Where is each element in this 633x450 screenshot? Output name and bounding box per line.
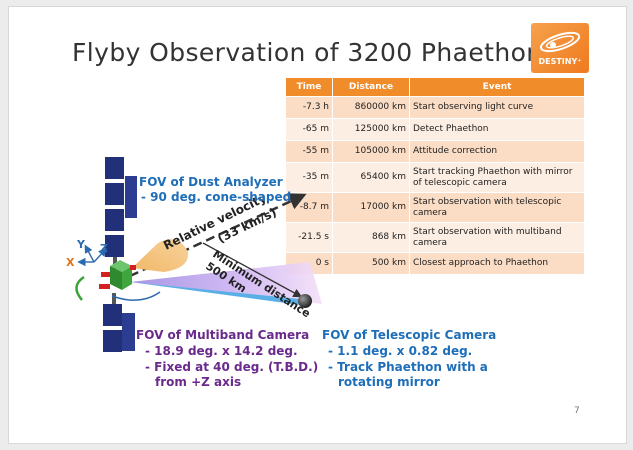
- fov-multiband-line3: from +Z axis: [155, 375, 242, 389]
- timeline-cell-distance: 500 km: [332, 252, 410, 275]
- timeline-cell-time: -35 m: [285, 162, 333, 193]
- rotation-arc-left-icon: [75, 275, 85, 301]
- spacecraft-body: [99, 260, 136, 290]
- page-number: 7: [574, 406, 580, 416]
- multiband-camera-fov: [130, 262, 322, 304]
- timeline-cell-event: Start tracking Phaethon with mirror of t…: [409, 162, 585, 193]
- timeline-header-row: Time Distance Event: [285, 77, 585, 97]
- timeline-cell-distance: 125000 km: [332, 118, 410, 141]
- phaethon-asteroid-icon: [298, 294, 312, 308]
- dust-analyzer-fov: [132, 239, 189, 272]
- fov-dust-title: FOV of Dust Analyzer: [139, 175, 283, 189]
- timeline-cell-time: -7.3 h: [285, 96, 333, 119]
- timeline-cell-time: -55 m: [285, 140, 333, 163]
- fov-telescopic-line3: rotating mirror: [338, 375, 440, 389]
- timeline-cell-distance: 17000 km: [332, 192, 410, 223]
- timeline-cell-distance: 105000 km: [332, 140, 410, 163]
- timeline-cell-event: Detect Phaethon: [409, 118, 585, 141]
- table-row: 0 s 500 km Closest approach to Phaethon: [285, 252, 585, 275]
- slide-title: Flyby Observation of 3200 Phaethon: [72, 38, 543, 67]
- destiny-logo: DESTINY⁺: [531, 23, 589, 73]
- solar-panel-lower: [103, 293, 135, 352]
- solar-panel-upper: [105, 157, 137, 269]
- table-row: -7.3 h 860000 km Start observing light c…: [285, 96, 585, 119]
- timeline-cell-event: Closest approach to Phaethon: [409, 252, 585, 275]
- logo-orbit-icon: [539, 31, 581, 53]
- logo-text: DESTINY⁺: [538, 57, 582, 66]
- fov-multiband-line2: - Fixed at 40 deg. (T.B.D.): [145, 360, 319, 374]
- timeline-cell-event: Start observing light curve: [409, 96, 585, 119]
- timeline-header-event: Event: [409, 77, 585, 97]
- table-row: -65 m 125000 km Detect Phaethon: [285, 118, 585, 141]
- timeline-cell-time: -65 m: [285, 118, 333, 141]
- axes-indicator: X Y Z: [66, 238, 108, 269]
- fov-telescopic-title: FOV of Telescopic Camera: [322, 328, 497, 342]
- timeline-cell-distance: 860000 km: [332, 96, 410, 119]
- axis-label-y: Y: [76, 238, 86, 251]
- fov-telescopic-line1: - 1.1 deg. x 0.82 deg.: [328, 344, 473, 358]
- axis-label-x: X: [66, 256, 75, 269]
- fov-multiband-line1: - 18.9 deg. x 14.2 deg.: [145, 344, 298, 358]
- timeline-cell-distance: 868 km: [332, 222, 410, 253]
- timeline-cell-distance: 65400 km: [332, 162, 410, 193]
- fov-multiband-title: FOV of Multiband Camera: [136, 328, 310, 342]
- minimum-distance-arrow: [202, 242, 303, 298]
- axis-label-z: Z: [100, 242, 108, 255]
- table-row: -55 m 105000 km Attitude correction: [285, 140, 585, 163]
- timeline-cell-time: -21.5 s: [285, 222, 333, 253]
- fov-dust-detail: - 90 deg. cone-shaped: [141, 190, 292, 204]
- timeline-cell-event: Start observation with telescopic camera: [409, 192, 585, 223]
- table-row: -35 m 65400 km Start tracking Phaethon w…: [285, 162, 585, 193]
- telescopic-camera-fov: [130, 282, 300, 305]
- fov-telescopic-line2: - Track Phaethon with a: [328, 360, 488, 374]
- timeline-header-distance: Distance: [332, 77, 410, 97]
- rotation-arc-lower-icon: [111, 291, 161, 301]
- timeline-table: Time Distance Event -7.3 h 860000 km Sta…: [285, 77, 585, 275]
